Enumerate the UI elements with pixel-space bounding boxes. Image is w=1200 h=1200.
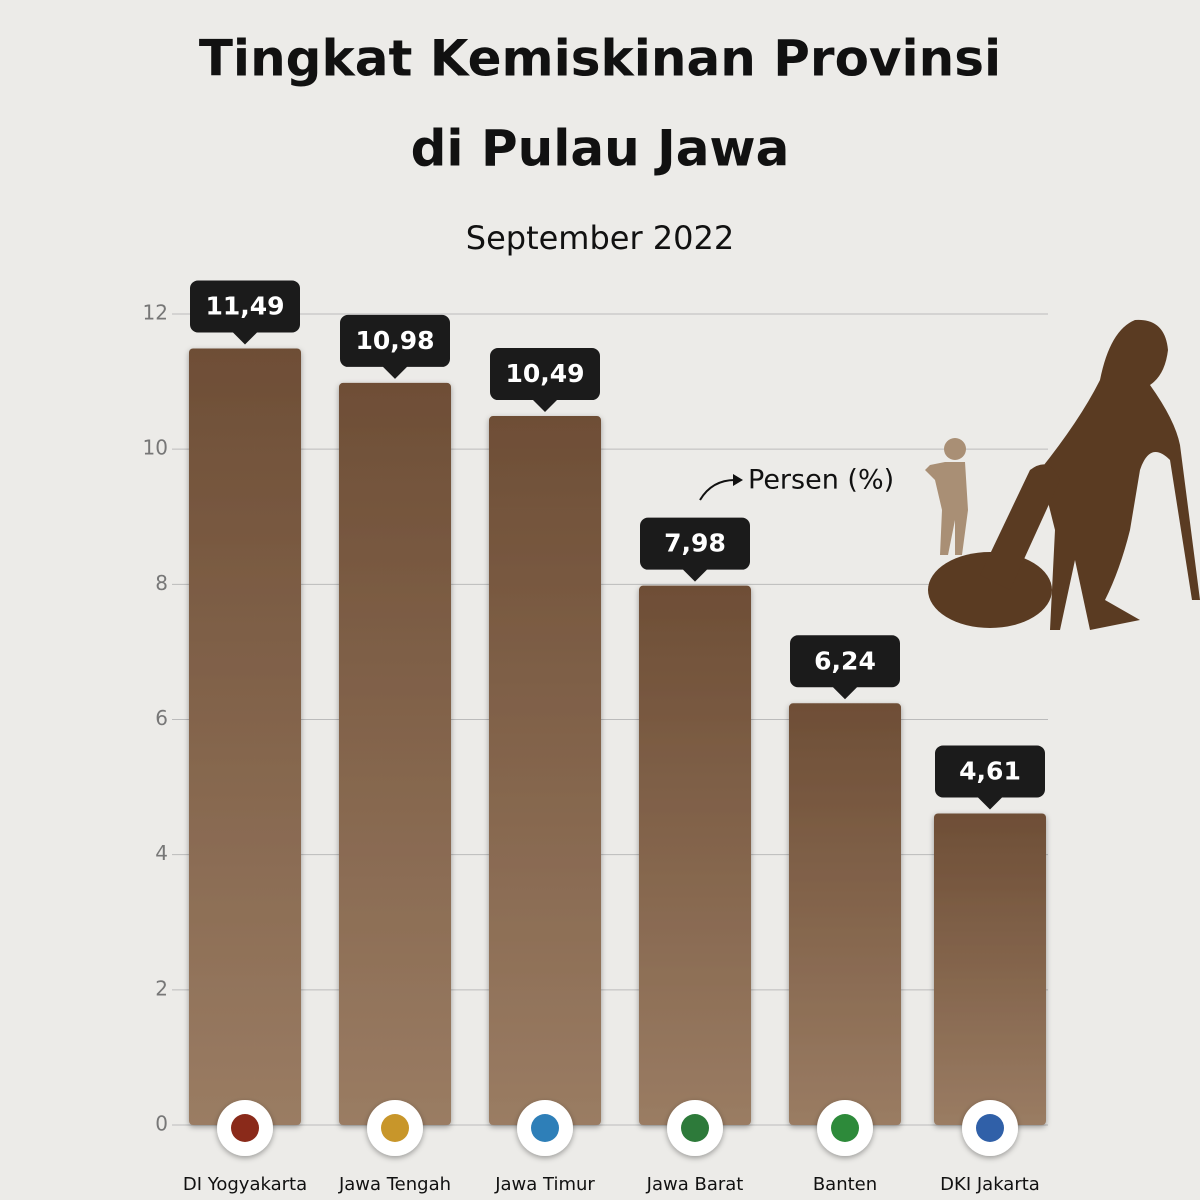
value-label: 4,61 <box>959 756 1021 785</box>
y-tick-label: 6 <box>155 706 168 730</box>
bar <box>789 703 901 1125</box>
y-tick-label: 0 <box>155 1112 168 1136</box>
province-emblem <box>831 1114 859 1142</box>
bar <box>189 348 301 1125</box>
bar <box>934 813 1046 1125</box>
x-tick-label: Jawa Tengah <box>338 1174 451 1195</box>
figure-silhouette <box>928 319 1200 630</box>
chart-title: Tingkat Kemiskinan Provinsi <box>199 30 1001 88</box>
value-label-box <box>935 745 1045 810</box>
bar <box>489 416 601 1125</box>
province-emblem <box>681 1114 709 1142</box>
value-label-box <box>340 314 450 379</box>
y-tick-label: 8 <box>155 571 168 595</box>
chart-subtitle: September 2022 <box>466 219 734 257</box>
value-label: 7,98 <box>664 529 726 558</box>
value-label: 10,49 <box>505 359 584 388</box>
x-tick-label: DKI Jakarta <box>940 1174 1040 1195</box>
y-tick-label: 12 <box>143 301 168 325</box>
annotation-arrow <box>733 474 743 486</box>
x-tick-label: Jawa Timur <box>494 1174 595 1195</box>
chart-title: di Pulau Jawa <box>411 120 790 178</box>
y-tick-label: 4 <box>155 841 168 865</box>
annotation: Persen (%) <box>748 465 894 496</box>
value-label-box <box>490 348 600 413</box>
value-label-box <box>640 517 750 582</box>
value-label-box <box>790 635 900 700</box>
x-tick-label: Jawa Barat <box>646 1174 744 1195</box>
annotation-arrow <box>699 479 736 501</box>
value-label-box <box>190 280 300 345</box>
province-emblem <box>976 1114 1004 1142</box>
y-tick-label: 10 <box>143 436 168 460</box>
value-label: 10,98 <box>355 326 434 355</box>
province-emblem <box>531 1114 559 1142</box>
x-tick-label: DI Yogyakarta <box>183 1174 307 1195</box>
value-label: 11,49 <box>205 291 284 320</box>
child-silhouette <box>925 438 968 555</box>
y-tick-label: 2 <box>155 976 168 1000</box>
value-label: 6,24 <box>814 646 876 675</box>
province-emblem <box>231 1114 259 1142</box>
province-emblem <box>381 1114 409 1142</box>
bar <box>639 585 751 1125</box>
x-tick-label: Banten <box>813 1174 877 1195</box>
bar <box>339 382 451 1125</box>
